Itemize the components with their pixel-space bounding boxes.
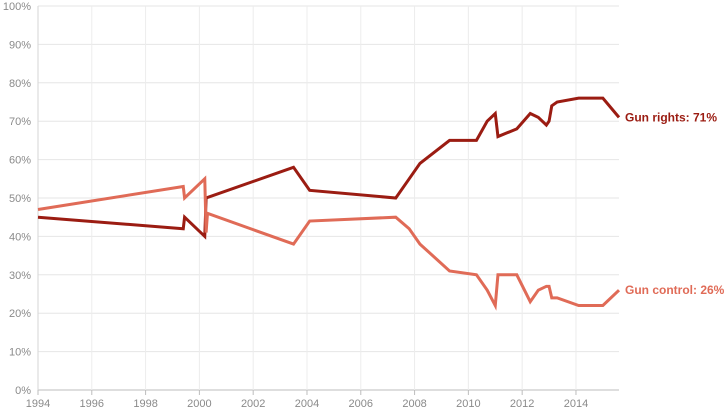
series-line: [37, 96, 621, 240]
y-tick-label: 10%: [9, 347, 31, 359]
y-tick-label: 90%: [9, 39, 31, 51]
y-tick-label: 0%: [15, 385, 31, 397]
grid-layer: [37, 5, 619, 391]
y-tick-label: 80%: [9, 78, 31, 90]
y-tick-label: 30%: [9, 270, 31, 282]
x-tick-label: 1996: [80, 398, 104, 408]
x-tick-label: 2002: [241, 398, 265, 408]
axis-layer: 0% 10% 20% 30% 40% 50% 60% 70% 80% 90% 100% 1994 199…: [3, 1, 588, 408]
x-tick-label: 1994: [26, 398, 50, 408]
series-end-label: Gun rights: 71%: [625, 110, 717, 124]
x-tick-label: 2012: [510, 398, 534, 408]
y-tick-label: 40%: [9, 231, 31, 243]
y-tick-label: 20%: [9, 308, 31, 320]
x-tick-label: 1998: [133, 398, 157, 408]
x-tick-label: 2010: [456, 398, 480, 408]
series-end-label: Gun control: 26%: [625, 283, 724, 297]
y-tick-label: 100%: [3, 1, 31, 13]
y-tick-label: 60%: [9, 155, 31, 167]
series-line: [37, 175, 621, 311]
y-tick-label: 70%: [9, 116, 31, 128]
x-tick-label: 2004: [295, 398, 319, 408]
y-tick-label: 50%: [9, 193, 31, 205]
x-tick-label: 2008: [402, 398, 426, 408]
x-tick-label: 2000: [187, 398, 211, 408]
series-layer: [37, 96, 621, 311]
x-tick-label: 2006: [349, 398, 373, 408]
label-layer: Gun rights: 71% Gun control: 26%: [625, 110, 724, 297]
x-tick-label: 2014: [564, 398, 588, 408]
